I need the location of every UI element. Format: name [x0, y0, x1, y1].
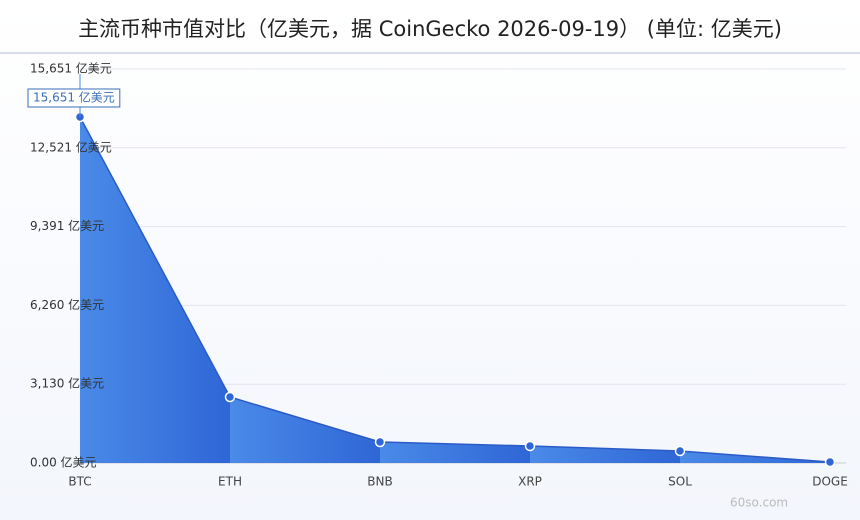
x-tick-label: BTC — [68, 475, 91, 489]
x-tick-label: ETH — [218, 475, 242, 489]
chart-title: 主流币种市值对比（亿美元，据 CoinGecko 2026-09-19） (单位… — [78, 17, 782, 41]
x-tick-label: XRP — [518, 475, 542, 489]
data-point — [224, 391, 236, 403]
data-point — [674, 445, 686, 457]
labels: 0.00 亿美元 3,130 亿美元 6,260 亿美元 9,391 亿美元 12,52… — [27, 61, 848, 489]
x-tick-label: DOGE — [812, 475, 848, 489]
x-tick-label: BNB — [367, 475, 392, 489]
y-tick-label: 12,521 亿美元 — [30, 139, 112, 154]
y-tick-label: 0.00 亿美元 — [30, 455, 97, 470]
x-tick-label: SOL — [668, 475, 692, 489]
watermark: 60so.com — [730, 496, 788, 510]
data-point — [374, 436, 386, 448]
area — [80, 116, 830, 463]
y-tick-label: 9,391 亿美元 — [30, 218, 104, 233]
y-tick-label: 3,130 亿美元 — [30, 376, 104, 391]
data-point — [824, 456, 836, 468]
area-line — [79, 116, 831, 463]
annotation: 15,651 亿美元 — [33, 90, 115, 105]
y-tick-label: 15,651 亿美元 — [30, 61, 112, 76]
y-tick-label: 6,260 亿美元 — [30, 297, 104, 312]
annotation-box — [27, 88, 121, 108]
data-point — [524, 440, 536, 452]
